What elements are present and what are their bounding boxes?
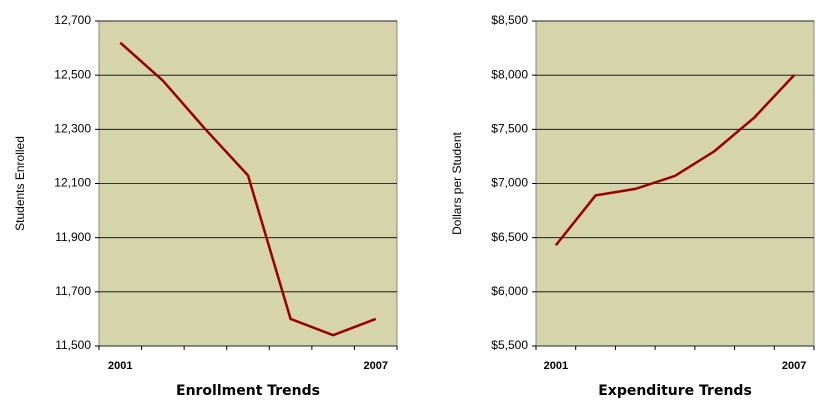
- y-tick-label: 11,500: [55, 338, 91, 352]
- x-tick-label: 2001: [108, 360, 132, 372]
- y-tick-label: 11,900: [55, 230, 91, 244]
- y-tick-label: $8,500: [491, 13, 528, 27]
- y-tick-label: $6,000: [491, 284, 528, 298]
- y-axis-label: Students Enrolled: [13, 136, 27, 231]
- chart-title: Enrollment Trends: [176, 383, 320, 399]
- line-series: [119, 41, 377, 337]
- x-tick-label: 2001: [544, 360, 568, 372]
- y-tick-label: $6,500: [491, 230, 528, 244]
- y-axis-label: Dollars per Student: [450, 131, 464, 234]
- x-tick-label: 2007: [782, 360, 806, 372]
- y-tick-label: $5,500: [491, 338, 528, 352]
- y-tick-label: $8,000: [491, 67, 528, 81]
- y-tick-label: 11,700: [55, 284, 91, 298]
- line-series: [554, 74, 796, 247]
- y-tick-label: $7,500: [491, 122, 528, 136]
- chart-title: Expenditure Trends: [598, 383, 752, 399]
- y-tick-label: 12,100: [54, 176, 91, 190]
- y-tick-label: 12,500: [54, 67, 91, 81]
- y-tick-label: 12,300: [54, 122, 91, 136]
- y-tick-label: $7,000: [491, 176, 528, 190]
- x-tick-label: 2007: [363, 360, 387, 372]
- y-tick-label: 12,700: [54, 13, 91, 27]
